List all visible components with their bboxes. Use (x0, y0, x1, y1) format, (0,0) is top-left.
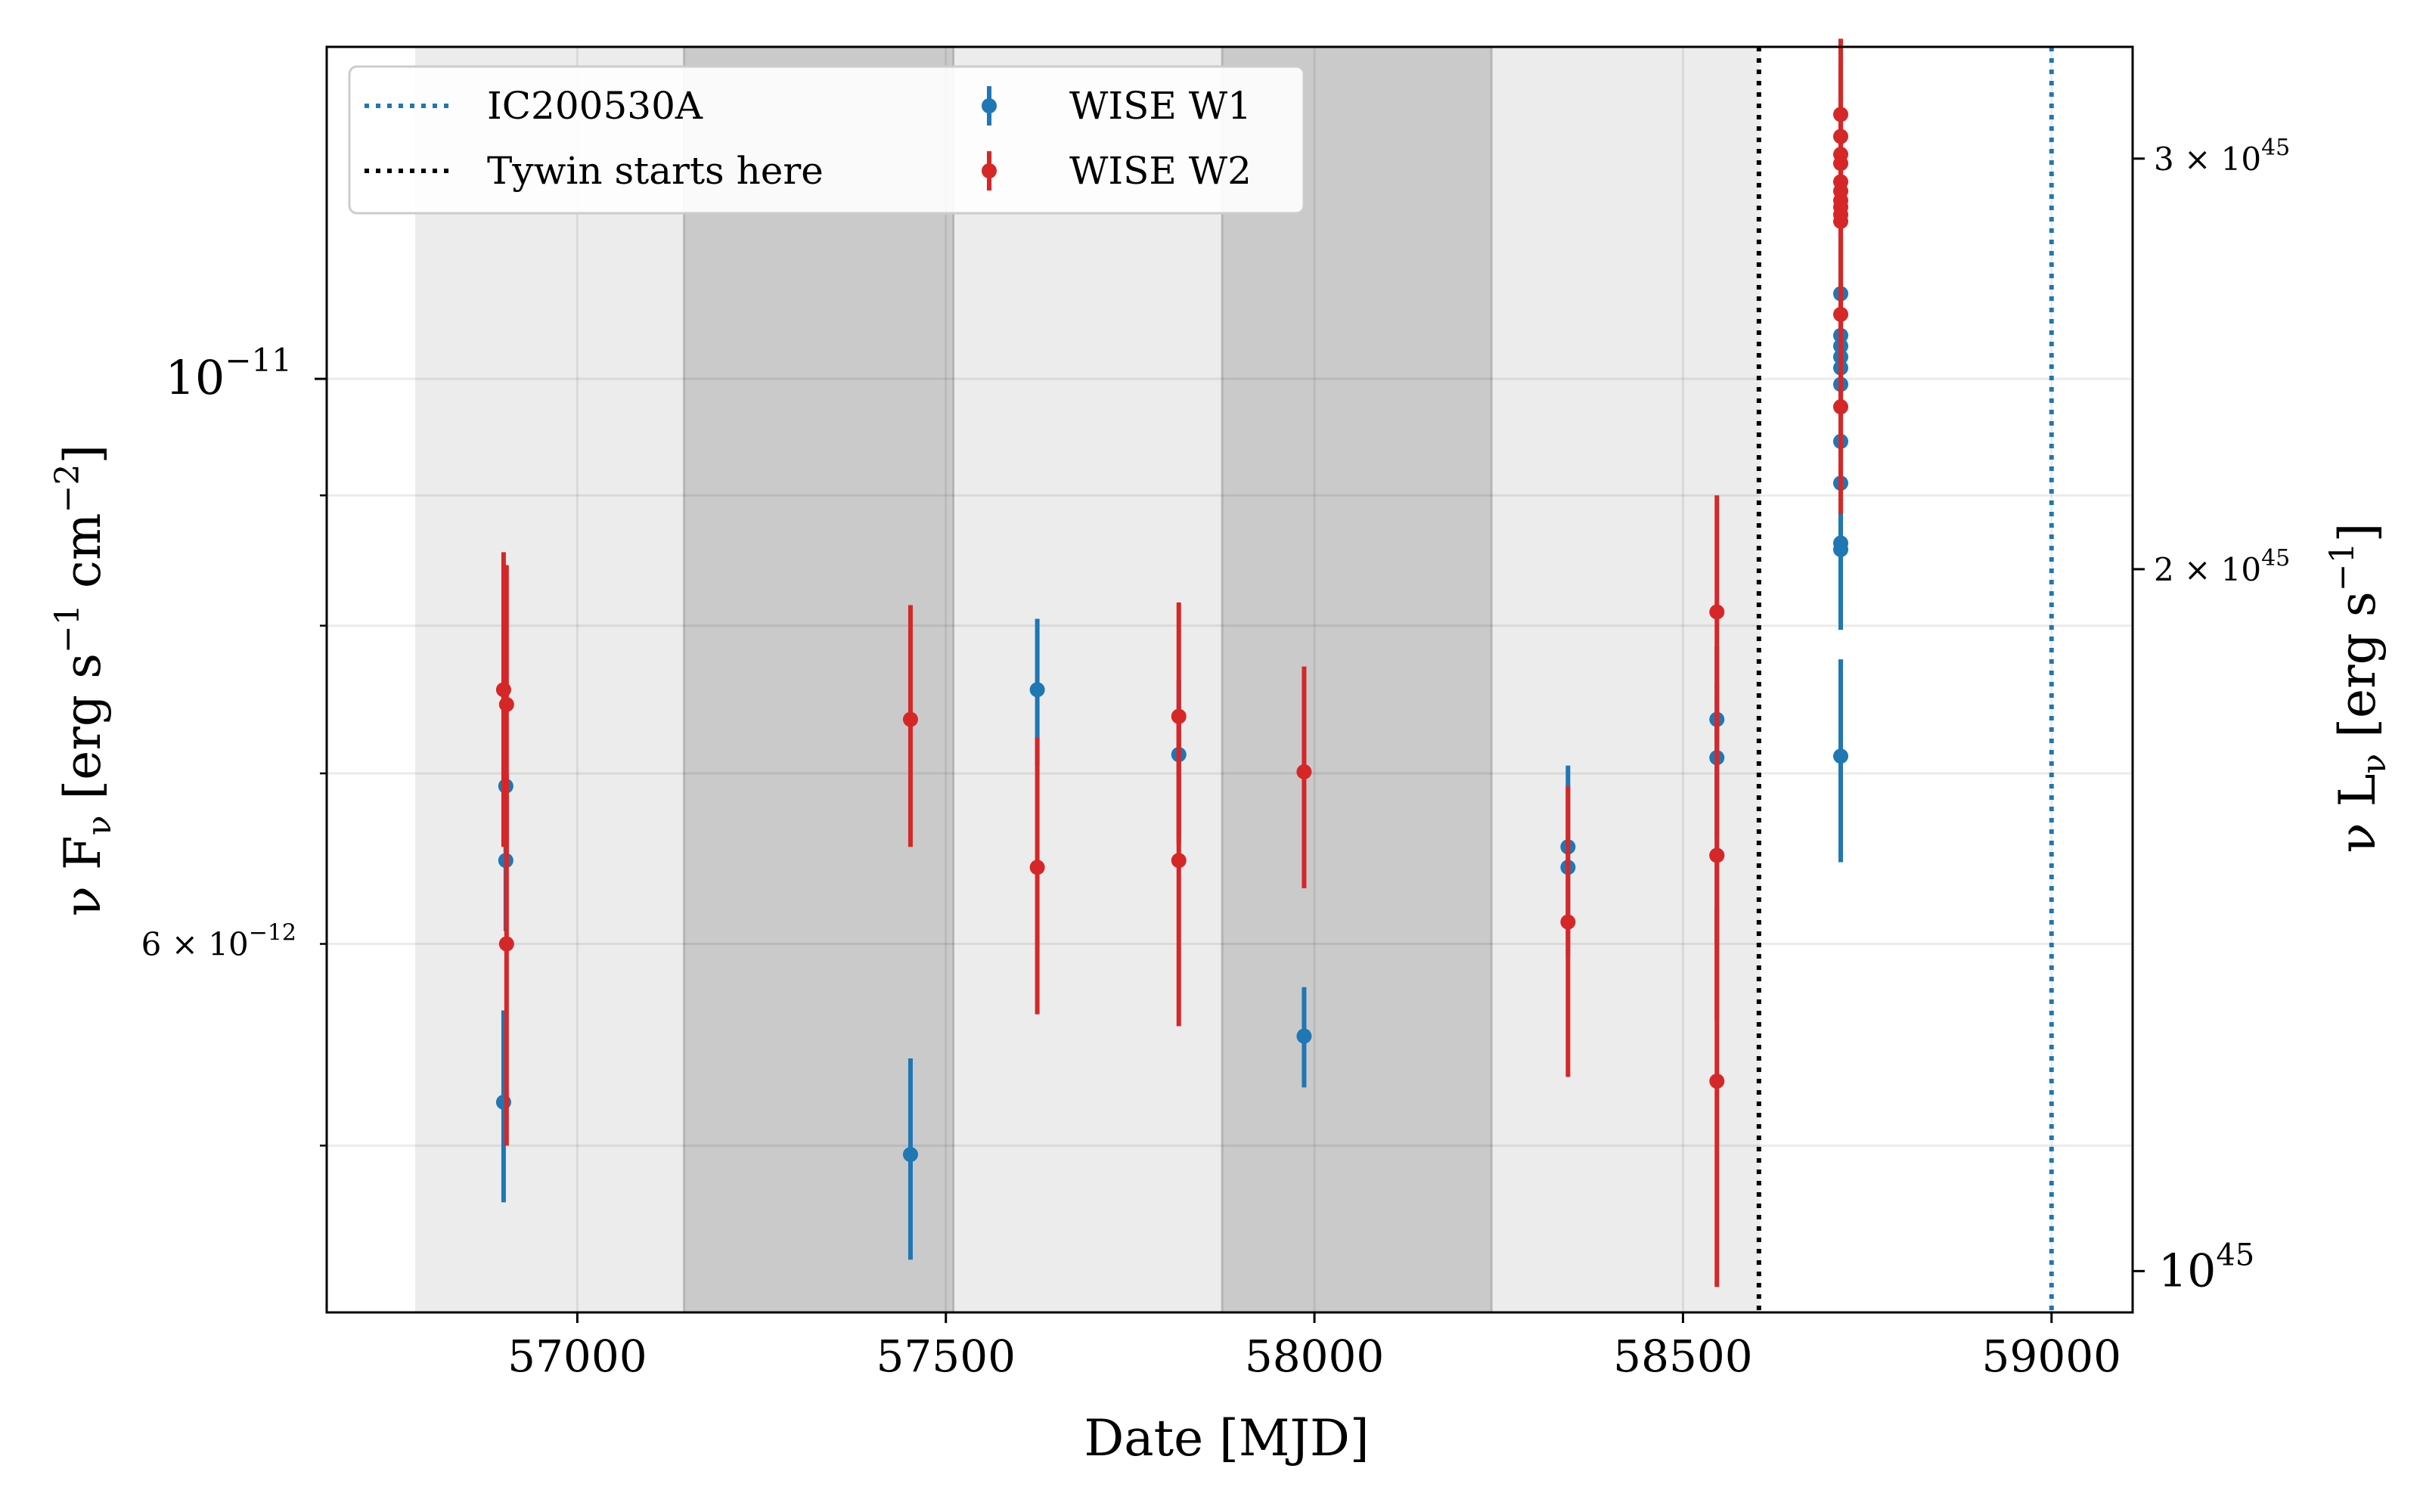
vertical-lines (1756, 47, 2054, 1312)
shaded-band-4 (1491, 47, 1761, 1312)
data-point-1-1 (498, 696, 514, 712)
ylabel-left-exp1: −1 (48, 604, 87, 653)
y-axis-label-left: ν Fν [erg s−1 cm−2] (48, 445, 119, 916)
y-left-major-label-0: 10−11 (165, 342, 292, 405)
x-tick-label-2: 58000 (1245, 1331, 1385, 1382)
data-point-0-12 (1833, 748, 1849, 764)
shaded-band-3 (1222, 47, 1492, 1312)
shaded-band-1 (684, 47, 954, 1312)
data-point-1-0 (495, 682, 511, 698)
shaded-band-0 (414, 47, 684, 1312)
y-right-tick-exp: 45 (2261, 135, 2290, 161)
x-tick-label-0: 57000 (507, 1331, 647, 1382)
legend-label-2: WISE W1 (1069, 84, 1252, 128)
ylabel-right-main: ν L (2328, 773, 2387, 853)
y-right-tick-base: 10 (2158, 1244, 2216, 1297)
data-point-0-4 (1029, 682, 1045, 698)
data-point-1-7 (1296, 764, 1312, 779)
plot-frame (325, 45, 2134, 1314)
legend-entry-wise-w1: WISE W1 (982, 84, 1252, 128)
grid-lines (327, 47, 2133, 1312)
ylabel-left-close: ] (54, 445, 112, 464)
ylabel-left-exp2: −2 (48, 464, 87, 513)
data-point-1-3 (902, 711, 918, 727)
x-axis: 57000 57500 58000 58500 59000 (507, 1312, 2121, 1382)
ylabel-right-sub: ν (2355, 754, 2394, 774)
y-right-tick-label-0: 1045 (2158, 1238, 2254, 1297)
data-point-1-4 (1029, 860, 1045, 875)
y-right-tick-exp: 45 (2216, 1238, 2254, 1272)
ylabel-left-main: ν F (54, 835, 112, 916)
y-right-tick-coef: 2 × 10 (2154, 551, 2261, 588)
data-point-1-11 (1709, 1074, 1725, 1089)
data-point-1-23 (1833, 399, 1849, 415)
y-left-minor-exp: −12 (249, 920, 296, 947)
y-right-tick-label-2: 3 × 1045 (2154, 135, 2290, 178)
y-left-major-base: 10 (165, 350, 225, 405)
ylabel-right-exp1: −1 (2323, 542, 2362, 591)
data-point-0-6 (1296, 1028, 1312, 1044)
legend-box (348, 65, 1305, 215)
shaded-band-2 (953, 47, 1223, 1312)
legend-swatch-marker-2 (982, 98, 997, 113)
legend-label-3: WISE W2 (1069, 149, 1252, 193)
x-tick-label-4: 59000 (1982, 1331, 2122, 1382)
y-axis-label-right: ν Lν [erg s−1] (2323, 523, 2394, 854)
y-left-major-exp: −11 (225, 342, 292, 379)
ylabel-right-close: ] (2328, 523, 2387, 543)
x-axis-label: Date [MJD] (1084, 1409, 1369, 1467)
y-right-tick-exp: 45 (2261, 545, 2290, 572)
shaded-bands (414, 47, 1761, 1312)
legend-entry-tywin-starts-here: Tywin starts here (365, 149, 824, 193)
y-right-tick-label-1: 2 × 1045 (2154, 545, 2290, 588)
data-point-0-3 (902, 1147, 918, 1163)
data-point-1-6 (1171, 853, 1187, 869)
legend-label-0: IC200530A (487, 84, 703, 128)
data-point-0-22 (1833, 541, 1849, 557)
x-tick-label-1: 57500 (876, 1331, 1016, 1382)
y-right-tick-coef: 3 × 10 (2154, 141, 2261, 178)
ylabel-right-unit: [erg s (2328, 591, 2387, 737)
legend-entry-ic200530a: IC200530A (365, 84, 703, 128)
y-left-minor-coef: 6 × 10 (141, 926, 249, 963)
data-point-1-9 (1709, 604, 1725, 620)
data-point-0-2 (495, 1094, 511, 1110)
data-point-1-10 (1709, 847, 1725, 863)
legend-entry-wise-w2: WISE W2 (982, 149, 1252, 193)
data-point-1-8 (1560, 914, 1576, 930)
ylabel-left-mid: cm (54, 513, 112, 589)
y-left-minor-label-0: 6 × 10−12 (141, 920, 296, 963)
x-tick-label-3: 58500 (1613, 1331, 1753, 1382)
y-axis-left: 10−11 6 × 10−12 (141, 342, 327, 1147)
ylabel-left-unit: [erg s (54, 653, 112, 799)
data-point-1-21 (1833, 213, 1849, 229)
legend-label-1: Tywin starts here (487, 149, 824, 193)
legend: IC200530A Tywin starts here WISE W1 WISE W2 (348, 65, 1305, 215)
legend-swatch-marker-3 (982, 163, 997, 178)
series-wise-w2 (495, 39, 1849, 1287)
ylabel-left-sub: ν (80, 815, 119, 835)
data-point-1-2 (498, 936, 514, 952)
data-series (495, 39, 1849, 1287)
